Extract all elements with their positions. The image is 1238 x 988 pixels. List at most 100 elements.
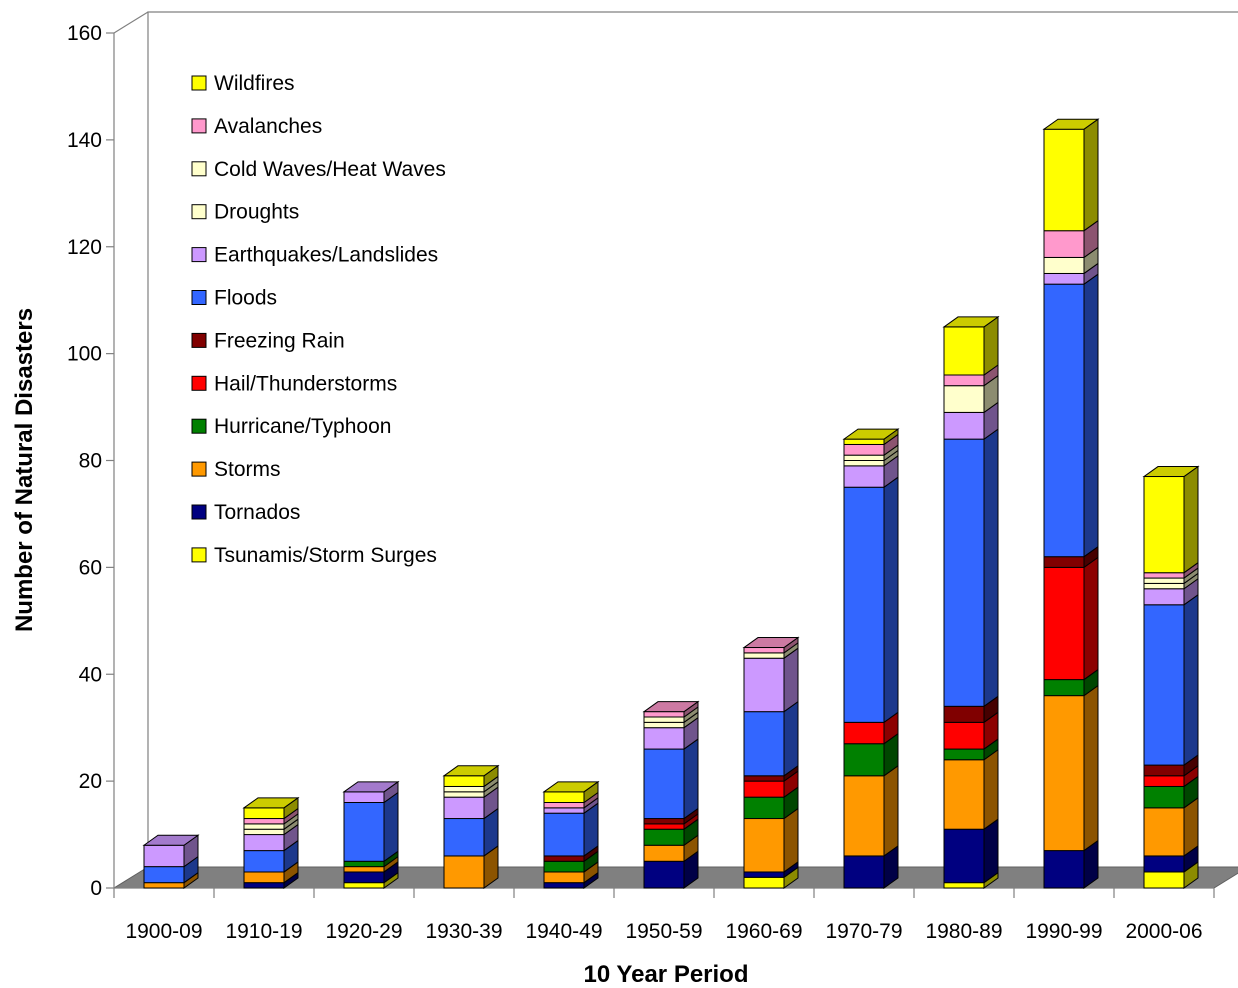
x-tick-label: 1960-69 [725, 920, 802, 943]
bar-segment-freezing-rain [1143, 754, 1199, 777]
bar-side [383, 791, 399, 863]
y-tick-label: 120 [67, 236, 102, 259]
bar-segment-hail-thunderstorms [943, 711, 999, 751]
bar-stack-1960-69 [742, 636, 800, 889]
bar-front [1143, 807, 1185, 857]
bar-segment-earthquakes-landslides [943, 401, 999, 441]
bar-front [243, 828, 285, 836]
bar-front [843, 775, 885, 857]
legend-item-wildfires: Wildfires [191, 72, 295, 95]
bar-front [1043, 679, 1085, 697]
bar-front [643, 860, 685, 889]
bar-front [143, 844, 185, 868]
bar-front [143, 866, 185, 884]
legend-item-hurricane-typhoon: Hurricane/Typhoon [191, 415, 391, 438]
legend-label: Cold Waves/Heat Waves [214, 158, 446, 181]
bar-segment-storms [843, 764, 899, 857]
bar-segment-earthquakes-landslides [743, 647, 799, 713]
bar-front [943, 705, 985, 723]
bar-stack-1990-99 [1042, 118, 1100, 889]
legend-swatch [191, 290, 207, 305]
legend-label: Avalanches [214, 115, 322, 138]
legend-label: Hurricane/Typhoon [214, 415, 391, 438]
bar-segment-wildfires [943, 315, 999, 376]
bar-front [843, 465, 885, 488]
bar-front [843, 486, 885, 723]
bar-segment-tornados [843, 844, 899, 889]
x-tick-label: 1990-99 [1025, 920, 1102, 943]
bar-front [443, 791, 485, 798]
legend-swatch [191, 161, 207, 177]
bar-top [142, 834, 200, 846]
y-tick-label: 100 [67, 343, 102, 366]
bar-front [543, 812, 585, 857]
bar-front [943, 828, 985, 884]
bar-front [743, 775, 785, 782]
bar-segment-storms [1143, 796, 1199, 857]
legend-item-tornados: Tornados [191, 501, 300, 524]
bar-segment-floods [443, 807, 499, 857]
bar-front [343, 802, 385, 862]
chart-axes: 0 20 40 60 80 100 120 140 160 1900-09 1910-19 1920-… [67, 22, 1215, 943]
bar-side [1083, 556, 1099, 681]
bar-segment-storms [643, 834, 699, 863]
bar-stack-1900-09 [142, 834, 200, 889]
bar-stack-2000-06 [1142, 465, 1200, 889]
bar-side [783, 700, 799, 777]
bar-front [943, 882, 985, 889]
bar-front [543, 855, 585, 862]
bar-segment-wildfires [1143, 465, 1199, 574]
bar-front [943, 374, 985, 387]
y-tick-label: 20 [79, 770, 102, 793]
bar-front [743, 871, 785, 878]
bar-side [983, 748, 999, 831]
bar-top [342, 781, 400, 793]
bar-segment-hail-thunderstorms [843, 711, 899, 745]
bar-top [1142, 466, 1200, 478]
bar-front [543, 860, 585, 873]
bar-front [643, 823, 685, 830]
bar-front [1043, 256, 1085, 274]
bar-segment-hail-thunderstorms [743, 770, 799, 799]
bar-segment-floods [1043, 273, 1099, 558]
bar-side [1083, 273, 1099, 558]
bar-front [643, 828, 685, 846]
bar-segment-floods [643, 738, 699, 820]
bar-segment-wildfires [1043, 118, 1099, 232]
bar-front [1143, 785, 1185, 809]
bar-front [543, 802, 585, 809]
bar-front [443, 796, 485, 820]
bar-front [943, 411, 985, 440]
y-tick-label: 80 [79, 450, 102, 473]
bar-side [1183, 593, 1199, 767]
legend-swatch [191, 504, 207, 520]
bar-front [543, 871, 585, 884]
bar-segment-hurricane-typhoon [643, 818, 699, 847]
bar-front [1143, 764, 1185, 777]
bar-segment-tsunamis-storm-surges [1143, 860, 1199, 889]
bar-front [343, 882, 385, 889]
x-tick-label: 1930-39 [425, 920, 502, 943]
legend-swatch [191, 118, 207, 134]
chart-bars [142, 118, 1200, 889]
bar-front [843, 454, 885, 461]
bar-segment-floods [943, 428, 999, 708]
x-tick-label: 1900-09 [125, 920, 202, 943]
bar-front [843, 460, 885, 467]
bar-segment-tornados [1043, 839, 1099, 889]
legend-item-tsunamis-storm-surges: Tsunamis/Storm Surges [191, 544, 437, 567]
bar-front [843, 721, 885, 745]
bar-side [1083, 118, 1099, 232]
bar-front [1143, 476, 1185, 574]
x-tick-label: 2000-06 [1125, 920, 1202, 943]
bar-segment-earthquakes-landslides [243, 823, 299, 852]
bar-front [643, 721, 685, 729]
bar-top [1042, 118, 1100, 130]
bar-stack-1920-29 [342, 780, 400, 889]
bar-front [743, 711, 785, 777]
y-tick-label: 40 [79, 663, 102, 686]
bar-front [343, 866, 385, 873]
x-tick-label: 1910-19 [225, 920, 302, 943]
bar-front [1043, 128, 1085, 232]
